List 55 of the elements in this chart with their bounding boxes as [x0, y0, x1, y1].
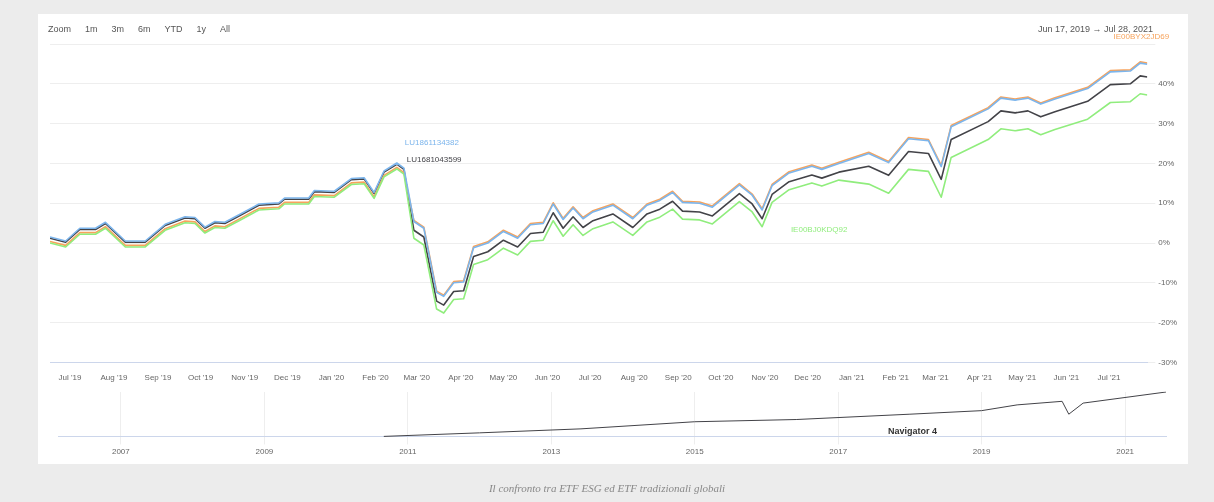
x-tick-label: Aug '19	[100, 373, 128, 383]
x-tick-label: Jan '20	[318, 373, 345, 383]
x-tick-label: Jul '20	[578, 373, 603, 383]
x-tick-label: 2017	[829, 447, 848, 457]
x-tick-label: Mar '21	[922, 373, 950, 383]
y-tick-label: -30%	[1158, 357, 1178, 367]
text: 3m	[111, 24, 125, 34]
text: YTD	[164, 24, 183, 34]
x-tick-label: Oct '19	[188, 373, 214, 383]
x-tick-label: Jun '21	[1053, 373, 1080, 383]
x-tick-label: Jul '19	[58, 373, 82, 383]
y-tick-label: -20%	[1158, 317, 1178, 327]
x-tick-label: Feb '21	[882, 373, 910, 383]
y-tick-label: 30%	[1158, 118, 1175, 128]
series-label: LU1681043599	[406, 155, 463, 165]
y-tick-label: 40%	[1158, 79, 1175, 88]
x-tick-label: Sep '20	[664, 373, 693, 383]
text: Zoom	[48, 24, 72, 34]
x-tick-label: 2021	[1116, 447, 1135, 457]
text: 6m	[138, 24, 151, 34]
x-tick-label: Apr '20	[448, 373, 474, 383]
x-tick-label: 2007	[111, 447, 131, 457]
x-tick-label: 2013	[542, 447, 561, 457]
x-tick-label: Jul '21	[1097, 373, 1121, 383]
x-tick-label: Nov '19	[231, 373, 259, 383]
annotation: Navigator 4	[888, 426, 938, 436]
x-tick-label: Oct '20	[708, 373, 734, 383]
x-tick-label: Mar '20	[403, 373, 431, 383]
text: IE00BYX2JD69	[1113, 32, 1170, 42]
x-tick-label: Jun '20	[534, 373, 561, 383]
y-tick-label: 10%	[1158, 198, 1175, 208]
x-tick-label: Nov '20	[751, 373, 779, 383]
text: Il confronto tra ETF ESG ed ETF tradizionali globali	[487, 482, 727, 494]
x-tick-label: Sep '19	[144, 373, 173, 383]
y-tick-label: -10%	[1158, 278, 1178, 287]
x-tick-label: May '20	[489, 373, 518, 383]
x-tick-label: Jan '21	[838, 373, 865, 383]
x-tick-label: 2009	[255, 447, 274, 457]
text: Jun 17, 2019 → Jul 28, 2021	[1038, 24, 1154, 34]
text: 1m	[85, 24, 98, 34]
text: 1y	[196, 24, 207, 34]
x-tick-label: 2019	[972, 447, 992, 457]
y-tick-label: 0%	[1158, 238, 1170, 248]
text: All	[220, 24, 231, 34]
x-tick-label: Aug '20	[620, 373, 649, 383]
x-tick-label: Dec '19	[273, 373, 302, 383]
x-tick-label: Dec '20	[794, 373, 822, 383]
x-tick-label: Apr '21	[967, 373, 993, 383]
x-tick-label: Feb '20	[362, 373, 390, 383]
y-tick-label: 20%	[1158, 158, 1175, 168]
text: IE00BJ0KDQ92	[790, 224, 848, 234]
x-tick-label: 2015	[685, 447, 705, 457]
x-tick-label: May '21	[1008, 373, 1037, 383]
text: LU1861134382	[404, 138, 460, 148]
x-tick-label: 2011	[399, 447, 417, 457]
